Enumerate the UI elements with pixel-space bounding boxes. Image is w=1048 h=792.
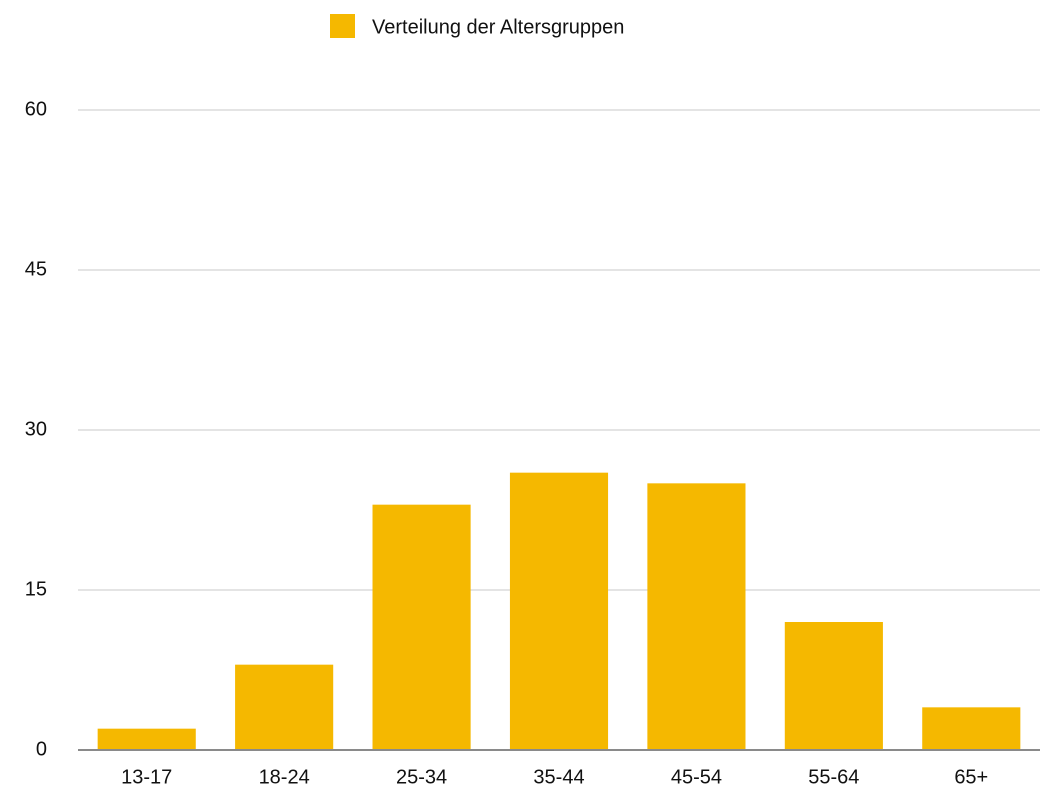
x-tick-label: 25-34 [396, 766, 447, 788]
legend-label: Verteilung der Altersgruppen [372, 16, 624, 38]
y-tick-label: 45 [25, 258, 47, 280]
legend-swatch [330, 14, 355, 38]
bar [97, 728, 196, 750]
x-tick-label: 45-54 [671, 766, 722, 788]
bar [922, 707, 1021, 750]
x-tick-label: 65+ [954, 766, 988, 788]
bar [372, 504, 471, 750]
bar [509, 472, 609, 750]
bar [235, 664, 334, 750]
x-tick-label: 55-64 [808, 766, 859, 788]
y-tick-label: 0 [36, 738, 47, 760]
y-tick-label: 15 [25, 578, 47, 600]
bar [784, 622, 883, 750]
y-tick-label: 60 [25, 98, 47, 120]
bar [647, 483, 746, 750]
x-tick-label: 18-24 [259, 766, 310, 788]
x-tick-label: 13-17 [121, 766, 172, 788]
x-tick-label: 35-44 [533, 766, 584, 788]
y-tick-label: 30 [25, 418, 47, 440]
